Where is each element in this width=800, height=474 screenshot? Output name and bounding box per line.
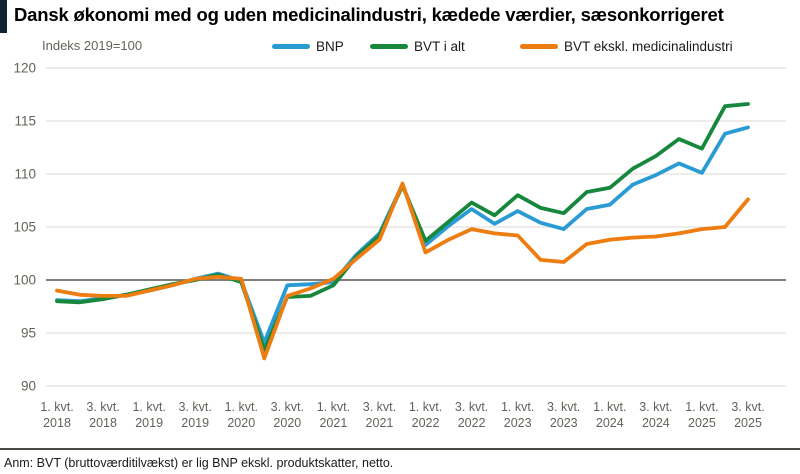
x-axis-tick-label: 3. kvt. (363, 400, 396, 414)
x-axis-tick-label: 3. kvt. (179, 400, 212, 414)
x-axis-tick-label-year: 2021 (319, 416, 347, 430)
x-axis-tick-label-year: 2020 (273, 416, 301, 430)
bnp-line-swatch (272, 43, 310, 49)
y-axis-tick-label: 95 (21, 326, 36, 341)
x-axis-tick-label-year: 2025 (688, 416, 716, 430)
x-axis-tick-label-year: 2022 (458, 416, 486, 430)
x-axis-tick-label: 3. kvt. (547, 400, 580, 414)
legend-label-bvt-i-alt: BVT i alt (414, 38, 465, 54)
x-axis-tick-label-year: 2018 (43, 416, 71, 430)
x-axis-tick-label-year: 2021 (366, 416, 394, 430)
x-axis-tick-label-year: 2024 (642, 416, 670, 430)
x-axis-tick-label: 1. kvt. (685, 400, 718, 414)
x-axis-tick-label-year: 2019 (135, 416, 163, 430)
y-axis-tick-label: 110 (14, 167, 36, 182)
x-axis-tick-label-year: 2020 (227, 416, 255, 430)
x-axis-tick-label: 3. kvt. (639, 400, 672, 414)
x-axis-tick-label-year: 2025 (734, 416, 762, 430)
legend-item-bvt-ekskl: BVT ekskl. medicinalindustri (520, 38, 733, 54)
series-line-bvt-ekskl-medicinalindustri (55, 181, 750, 361)
index-note: Indeks 2019=100 (42, 38, 143, 53)
x-axis-tick-label: 1. kvt. (132, 400, 165, 414)
x-axis-tick-label: 1. kvt. (501, 400, 534, 414)
legend-label-bnp: BNP (316, 38, 344, 54)
legend-label-bvt-ekskl: BVT ekskl. medicinalindustri (564, 38, 733, 54)
y-axis-tick-label: 120 (13, 61, 36, 76)
x-axis-tick-label-year: 2023 (504, 416, 532, 430)
y-axis-tick-label: 90 (21, 379, 36, 394)
x-axis-tick-label: 3. kvt. (271, 400, 304, 414)
x-axis-tick-label-year: 2023 (550, 416, 578, 430)
x-axis-tick-label: 3. kvt. (731, 400, 764, 414)
x-axis-tick-label: 1. kvt. (593, 400, 626, 414)
x-axis-tick-label-year: 2022 (412, 416, 440, 430)
x-axis-tick-label: 1. kvt. (409, 400, 442, 414)
legend-item-bnp: BNP (272, 38, 344, 54)
chart-title: Dansk økonomi med og uden medicinalindus… (14, 4, 724, 25)
series-line-bnp (55, 125, 750, 345)
y-axis-tick-label: 100 (13, 273, 36, 288)
y-axis-tick-label: 105 (13, 220, 36, 235)
x-axis-tick-label-year: 2019 (181, 416, 209, 430)
y-axis-tick-label: 115 (14, 114, 36, 129)
x-axis-tick-label: 1. kvt. (40, 400, 73, 414)
footer-note: Anm: BVT (bruttoværditilvækst) er lig BN… (4, 456, 394, 470)
legend-item-bvt-i-alt: BVT i alt (370, 38, 465, 54)
x-axis-tick-label-year: 2018 (89, 416, 117, 430)
x-axis-tick-label-year: 2024 (596, 416, 624, 430)
bvt-ekskl-line-swatch (520, 43, 558, 49)
title-accent-bar (0, 0, 7, 33)
x-axis-tick-label: 1. kvt. (225, 400, 258, 414)
footer-divider (0, 448, 800, 450)
x-axis-tick-label: 3. kvt. (86, 400, 119, 414)
bvt-i-alt-line-swatch (370, 43, 408, 49)
x-axis-tick-label: 3. kvt. (455, 400, 488, 414)
x-axis-tick-label: 1. kvt. (317, 400, 350, 414)
